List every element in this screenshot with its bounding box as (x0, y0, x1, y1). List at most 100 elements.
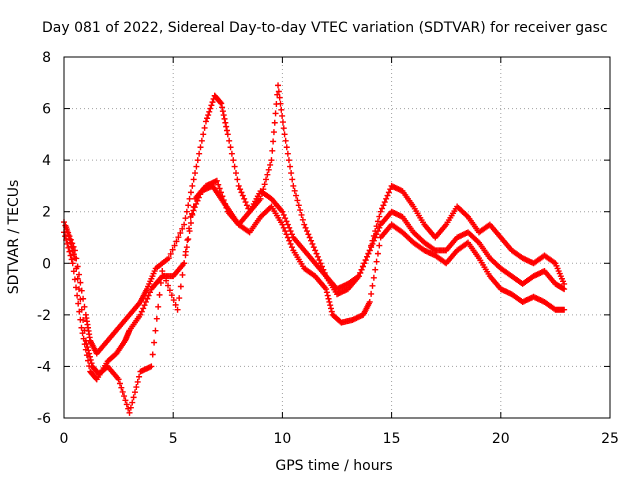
data-point-track-1 (313, 250, 320, 257)
data-point-track-3 (280, 224, 287, 231)
data-point-track-1 (268, 157, 275, 164)
data-point-track-1 (190, 176, 197, 183)
y-tick-label: -6 (37, 411, 51, 427)
data-point-track-3 (177, 283, 184, 290)
data-point-track-1 (263, 176, 270, 183)
data-point-track-1 (200, 131, 207, 138)
data-point-track-1 (270, 129, 277, 136)
data-point-track-3 (189, 210, 196, 217)
data-point-track-3 (328, 308, 335, 315)
data-point-track-3 (119, 388, 126, 395)
data-point-track-3 (155, 303, 162, 310)
data-point-track-1 (316, 257, 323, 264)
data-point-track-1 (238, 189, 245, 196)
data-point-track-3 (327, 305, 334, 312)
data-point-track-1 (288, 170, 295, 177)
data-point-track-3 (373, 258, 380, 265)
data-point-track-2 (358, 266, 365, 273)
data-point-track-2 (355, 273, 362, 280)
data-point-track-1 (271, 119, 278, 126)
data-point-track-1 (223, 123, 230, 130)
data-point-track-1 (186, 195, 193, 202)
data-point-track-1 (182, 215, 189, 222)
data-point-track-3 (127, 404, 134, 411)
data-point-track-1 (219, 108, 226, 115)
data-point-track-1 (169, 246, 176, 253)
data-point-track-3 (130, 394, 137, 401)
data-point-track-3 (80, 317, 87, 324)
data-point-track-1 (276, 94, 283, 101)
data-point-track-3 (87, 356, 94, 363)
data-point-track-3 (152, 327, 159, 334)
data-point-track-1 (279, 119, 286, 126)
data-point-track-3 (323, 286, 330, 293)
data-point-track-2 (369, 240, 376, 247)
data-point-track-2 (280, 211, 287, 218)
data-point-track-1 (561, 280, 568, 287)
data-point-track-1 (167, 250, 174, 257)
data-point-track-3 (197, 191, 204, 198)
y-tick-label: -4 (37, 359, 51, 375)
x-tick-label: 5 (169, 431, 178, 447)
data-point-track-2 (364, 253, 371, 260)
data-point-track-1 (287, 163, 294, 170)
data-point-track-3 (166, 287, 173, 294)
data-point-track-1 (183, 208, 190, 215)
data-point-track-2 (282, 215, 289, 222)
data-point-track-2 (561, 286, 568, 293)
data-point-track-3 (85, 347, 92, 354)
data-point-track-1 (374, 218, 381, 225)
data-point-track-2 (141, 302, 148, 309)
data-point-track-3 (168, 292, 175, 299)
data-point-track-3 (131, 389, 138, 396)
data-point-track-3 (136, 373, 143, 380)
data-points (61, 82, 568, 416)
x-axis-label: GPS time / hours (275, 458, 392, 474)
data-point-track-1 (383, 195, 390, 202)
data-point-track-1 (175, 234, 182, 241)
data-point-track-1 (270, 138, 277, 145)
data-point-track-3 (369, 282, 376, 289)
data-point-track-3 (159, 268, 166, 275)
data-point-track-3 (161, 272, 168, 279)
data-point-track-1 (269, 147, 276, 154)
data-point-track-2 (137, 311, 144, 318)
data-point-track-2 (362, 257, 369, 264)
data-point-track-1 (306, 234, 313, 241)
data-point-track-2 (213, 177, 220, 184)
data-point-track-3 (324, 292, 331, 299)
data-point-track-1 (208, 102, 215, 109)
data-point-track-3 (126, 409, 133, 416)
data-point-track-3 (323, 289, 330, 296)
data-point-track-1 (377, 208, 384, 215)
data-point-track-1 (205, 112, 212, 119)
y-tick-label: 6 (42, 102, 51, 118)
data-point-track-3 (288, 244, 295, 251)
data-point-track-3 (157, 279, 164, 286)
data-point-track-2 (215, 181, 222, 188)
y-tick-label: 8 (42, 50, 51, 66)
data-point-track-1 (284, 150, 291, 157)
data-point-track-3 (184, 237, 191, 244)
data-point-track-1 (77, 279, 84, 286)
data-point-track-1 (231, 163, 238, 170)
data-point-track-3 (186, 225, 193, 232)
data-point-track-3 (191, 204, 198, 211)
data-point-track-1 (219, 104, 226, 111)
data-point-track-1 (218, 100, 225, 107)
data-point-track-1 (282, 137, 289, 144)
data-point-track-1 (220, 112, 227, 119)
data-point-track-1 (239, 192, 246, 199)
data-point-track-3 (190, 207, 197, 214)
data-point-track-1 (76, 271, 83, 278)
data-point-track-1 (173, 238, 180, 245)
data-point-track-1 (179, 225, 186, 232)
data-point-track-1 (280, 125, 287, 132)
data-point-track-1 (379, 205, 386, 212)
data-point-track-2 (144, 295, 151, 302)
data-point-track-1 (194, 157, 201, 164)
data-point-track-2 (283, 218, 290, 225)
data-point-track-1 (241, 195, 248, 202)
data-point-track-3 (283, 231, 290, 238)
data-point-track-2 (185, 236, 192, 243)
